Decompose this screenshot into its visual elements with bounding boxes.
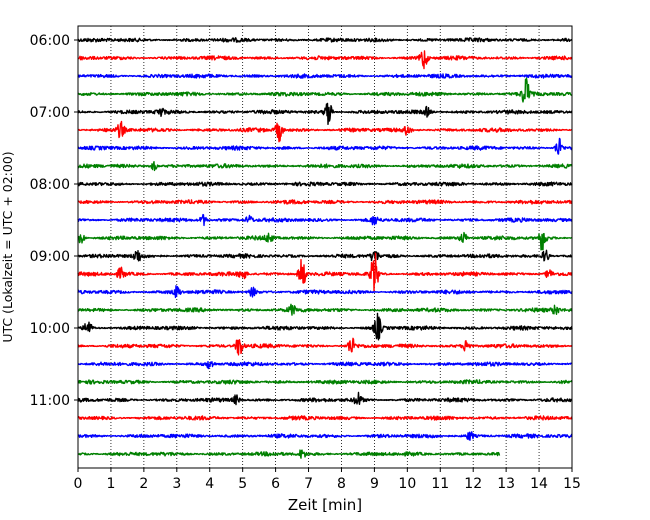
- seismogram-trace: [77, 337, 573, 356]
- seismogram-trace: [77, 50, 573, 70]
- seismogram-trace: [77, 431, 573, 441]
- seismogram-trace: [77, 449, 501, 459]
- seismogram-trace: [77, 181, 573, 187]
- y-tick-label: 08:00: [30, 177, 70, 193]
- seismogram-trace: [77, 391, 573, 406]
- seismogram-trace: [77, 231, 573, 251]
- y-tick-label: 09:00: [30, 249, 70, 265]
- y-axis-ticks: 06:00 07:00 08:00 09:00 10:00 11:00: [30, 33, 78, 409]
- seismogram-trace: [77, 137, 573, 155]
- seismogram-trace: [77, 252, 573, 292]
- x-tick-label: 5: [238, 476, 247, 492]
- y-axis-label: UTC (Lokalzeit = UTC + 02:00): [0, 151, 15, 342]
- x-tick-label: 9: [370, 476, 379, 492]
- x-tick-label: 1: [106, 476, 115, 492]
- seismogram-trace: [77, 303, 573, 316]
- x-tick-label: 4: [205, 476, 214, 492]
- seismogram-trace: [77, 415, 573, 421]
- x-tick-label: 7: [304, 476, 313, 492]
- seismogram-trace: [77, 77, 573, 103]
- seismogram-trace: [77, 361, 573, 370]
- seismogram-trace: [77, 120, 573, 143]
- x-tick-label: 8: [337, 476, 346, 492]
- seismogram-trace: [77, 312, 573, 341]
- seismogram-traces: [77, 37, 573, 459]
- x-tick-label: 2: [139, 476, 148, 492]
- x-tick-label: 0: [74, 476, 83, 492]
- x-axis-ticks: 0 1 2 3 4 5 6 7 8 9 10 11 12 13 14 15: [74, 468, 581, 492]
- x-tick-label: 12: [464, 476, 482, 492]
- x-tick-label: 13: [497, 476, 515, 492]
- x-tick-label: 15: [563, 476, 581, 492]
- seismogram-trace: [77, 285, 573, 299]
- x-tick-label: 11: [431, 476, 449, 492]
- seismogram-trace: [77, 379, 573, 385]
- seismogram-trace: [77, 37, 573, 43]
- plot-frame: [77, 25, 573, 469]
- y-tick-label: 11:00: [30, 393, 70, 409]
- x-axis-label: Zeit [min]: [288, 496, 362, 514]
- y-tick-label: 10:00: [30, 321, 70, 337]
- seismogram-trace: [77, 73, 573, 79]
- x-tick-label: 3: [172, 476, 181, 492]
- y-tick-label: 07:00: [30, 105, 70, 121]
- seismogram-trace: [77, 199, 573, 205]
- seismogram-trace: [77, 249, 573, 262]
- seismogram-trace: [77, 213, 573, 227]
- x-tick-label: 6: [271, 476, 280, 492]
- x-tick-label: 14: [530, 476, 548, 492]
- seismogram-trace: [77, 161, 573, 172]
- seismogram-trace: [77, 102, 573, 125]
- y-tick-label: 06:00: [30, 33, 70, 49]
- x-tick-label: 10: [398, 476, 416, 492]
